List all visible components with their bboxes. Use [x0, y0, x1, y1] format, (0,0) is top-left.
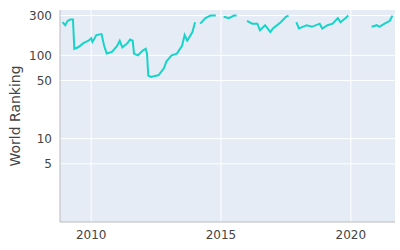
svg-text:100: 100: [29, 49, 52, 63]
svg-text:2020: 2020: [336, 228, 367, 242]
svg-text:50: 50: [37, 74, 52, 88]
svg-text:300: 300: [29, 9, 52, 23]
svg-text:10: 10: [37, 132, 52, 146]
svg-text:5: 5: [44, 157, 52, 171]
svg-text:2015: 2015: [206, 228, 237, 242]
svg-text:World Ranking: World Ranking: [8, 65, 23, 166]
svg-text:2010: 2010: [76, 228, 107, 242]
